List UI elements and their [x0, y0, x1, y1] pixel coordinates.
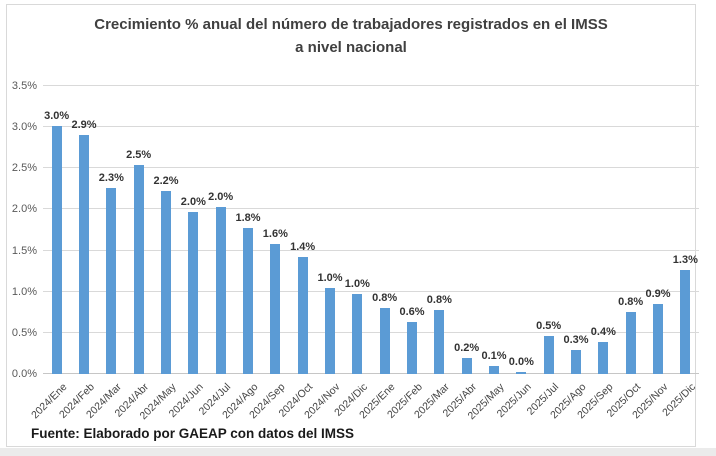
bar-2024/Nov [324, 288, 335, 374]
bar-2025/Mar [434, 309, 445, 374]
bar-slot: 1.8% 2024/Ago [220, 86, 261, 422]
chart-frame: Crecimiento % anual del número de trabaj… [6, 4, 699, 447]
data-label: 2.0% [180, 195, 206, 208]
y-tick-label: 3.0% [11, 121, 37, 134]
data-label: 1.3% [672, 253, 698, 266]
data-label: 2.0% [208, 190, 234, 203]
gridline [43, 290, 699, 292]
bar-slot: 0.8% 2025/Mar [412, 86, 453, 421]
background-strip [0, 448, 716, 456]
bar-2024/May [160, 191, 171, 374]
data-label: 0.8% [372, 292, 398, 305]
plot-area: 3.0% 2024/Ene 2.9% 2024/Feb 2.3% 2024/Mar 2.5%… [29, 85, 699, 422]
bar-slot: 0.0% 2025/Jun [495, 86, 535, 420]
data-label: 2.3% [98, 172, 124, 185]
bar-2025/Ene [379, 308, 390, 374]
bar-slot: 0.3% 2025/Ago [548, 86, 589, 421]
bar-2025/Jul [543, 336, 554, 374]
data-label: 0.0% [508, 356, 534, 369]
y-tick-label: 2.0% [11, 203, 37, 216]
y-tick-label: 1.0% [11, 285, 37, 298]
bar-slot: 0.1% 2025/May [465, 86, 507, 422]
bar-slot: 3.0% 2024/Ene [29, 86, 70, 422]
gridline [43, 85, 699, 86]
data-label: 1.6% [262, 228, 288, 240]
chart-title: Crecimiento % anual del número de trabaj… [7, 13, 695, 60]
source-note: Fuente: Elaborado por GAEAP con datos de… [31, 426, 355, 441]
bar-2024/Oct [297, 257, 308, 374]
x-axis-line [43, 373, 699, 374]
bar-2024/Jun [188, 211, 199, 374]
data-label: 1.0% [344, 278, 370, 291]
y-tick-label: 3.5% [11, 80, 37, 92]
data-label: 0.5% [536, 320, 562, 333]
bar-2025/Jun [516, 372, 527, 374]
bar-2025/May [488, 365, 499, 374]
bar-slot: 0.4% 2025/Sep [576, 86, 617, 421]
chart-title-line-2: a nivel nacional [295, 39, 407, 57]
data-label: 1.8% [235, 211, 261, 224]
bar-slot: 1.4% 2024/Oct [277, 86, 316, 419]
bar-2025/Ago [570, 350, 581, 374]
data-label: 0.3% [563, 334, 589, 347]
data-label: 1.0% [317, 272, 343, 285]
bar-2024/Sep [270, 244, 281, 374]
data-label: 1.4% [290, 241, 316, 254]
bar-slot: 0.6% 2025/Feb [385, 86, 425, 421]
chart-title-line-1: Crecimiento % anual del número de trabaj… [94, 16, 608, 33]
bar-2025/Oct [625, 312, 636, 374]
data-label: 2.2% [153, 175, 179, 188]
bar-slot: 0.9% 2025/Nov [630, 86, 671, 421]
data-label: 0.1% [481, 349, 507, 362]
y-tick-label: 1.5% [11, 244, 37, 257]
bar-2024/Abr [133, 165, 144, 374]
bar-slot: 0.8% 2025/Oct [605, 86, 644, 419]
bar-slot: 0.5% 2025/Jul [525, 86, 562, 417]
bar-slot: 2.0% 2024/Jul [197, 86, 234, 418]
bar-2025/Nov [652, 304, 663, 374]
data-label: 0.6% [399, 306, 425, 319]
data-label: 0.8% [426, 293, 452, 306]
bar-2024/Mar [106, 188, 117, 374]
bar-2024/Feb [78, 134, 89, 374]
bar-slot: 2.5% 2024/Abr [113, 86, 152, 420]
bar-slot: 1.0% 2024/Nov [302, 86, 343, 421]
bar-slot: 0.8% 2025/Ene [357, 86, 398, 421]
bar-2024/Ago [242, 227, 253, 374]
gridline [43, 249, 699, 251]
gridline [43, 126, 699, 128]
bar-slot: 2.2% 2024/May [137, 86, 179, 422]
bar-slot: 1.3% 2025/Dic [660, 86, 699, 419]
data-label: 0.4% [590, 325, 616, 338]
bar-2024/Ene [51, 125, 62, 374]
gridline [43, 167, 699, 169]
y-tick-label: 0.5% [11, 326, 37, 339]
bar-2025/Sep [598, 341, 609, 374]
gridline [43, 331, 699, 333]
data-label: 0.2% [454, 341, 480, 354]
data-label: 3.0% [44, 109, 70, 122]
data-label: 0.8% [618, 296, 644, 309]
y-tick-label: 2.5% [11, 162, 37, 175]
bar-slot: 2.9% 2024/Feb [57, 86, 97, 421]
data-label: 2.5% [126, 149, 152, 161]
gridline [43, 208, 699, 210]
bar-2025/Dic [680, 269, 691, 374]
bar-2024/Jul [215, 206, 226, 374]
bar-slot: 1.0% 2024/Dic [332, 86, 371, 419]
data-label: 2.9% [71, 118, 97, 131]
bar-slot: 2.0% 2024/Jun [167, 86, 207, 420]
bar-slot: 0.2% 2025/Abr [441, 86, 480, 420]
bar-slot: 2.3% 2024/Mar [84, 86, 125, 421]
bar-2025/Feb [406, 322, 417, 374]
y-axis: 0.0% 0.5% 1.0% 1.5% 2.0% 2.5% 3.0% 3.5% [7, 80, 39, 380]
bar-2024/Dic [352, 294, 363, 374]
bar-slot: 1.6% 2024/Sep [248, 86, 289, 421]
y-tick-label: 0.0% [11, 368, 37, 380]
bar-2025/Abr [461, 357, 472, 374]
data-label: 0.9% [645, 288, 671, 301]
